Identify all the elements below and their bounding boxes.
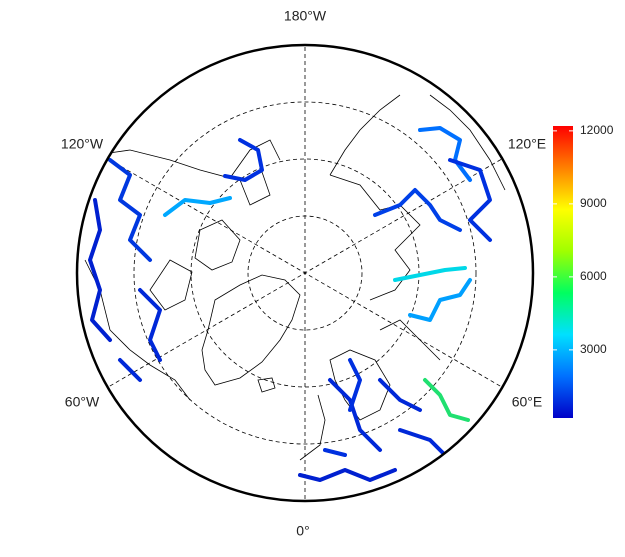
map-border <box>75 43 535 503</box>
river <box>448 158 492 242</box>
river <box>423 378 470 422</box>
river <box>408 278 472 322</box>
colorbar-tick-label: 3000 <box>580 342 607 356</box>
graticule-label: 180°W <box>284 8 327 24</box>
coastline <box>149 171 271 311</box>
river <box>373 188 462 232</box>
graticule-label: 120°W <box>61 136 104 152</box>
colorbar-tick-label: 6000 <box>580 269 607 283</box>
coastline <box>257 377 276 393</box>
graticule-labels: 180°W 120°E 60°E 0° 60°W 120°W <box>61 8 546 539</box>
graticule <box>133 101 477 445</box>
river <box>163 196 232 217</box>
river <box>323 358 362 457</box>
colorbar-scale <box>553 126 573 418</box>
river <box>418 126 472 182</box>
river <box>223 138 264 182</box>
colorbar-tick-label: 9000 <box>580 196 607 210</box>
graticule <box>102 155 508 391</box>
graticule-label: 60°W <box>65 394 100 410</box>
graticule-label: 0° <box>296 523 309 539</box>
river <box>108 158 152 262</box>
coastline <box>84 139 281 401</box>
colorbar-tick-label: 12000 <box>580 123 614 137</box>
river <box>393 266 467 282</box>
river <box>88 198 112 342</box>
coastline <box>201 274 301 386</box>
river <box>298 468 397 482</box>
river <box>118 288 162 382</box>
colorbar: 3000 6000 9000 12000 <box>553 123 614 418</box>
map-body <box>84 45 508 501</box>
graticule-label: 120°E <box>508 136 546 152</box>
coastline <box>329 94 506 301</box>
graticule-label: 60°E <box>512 394 543 410</box>
river <box>328 378 452 462</box>
